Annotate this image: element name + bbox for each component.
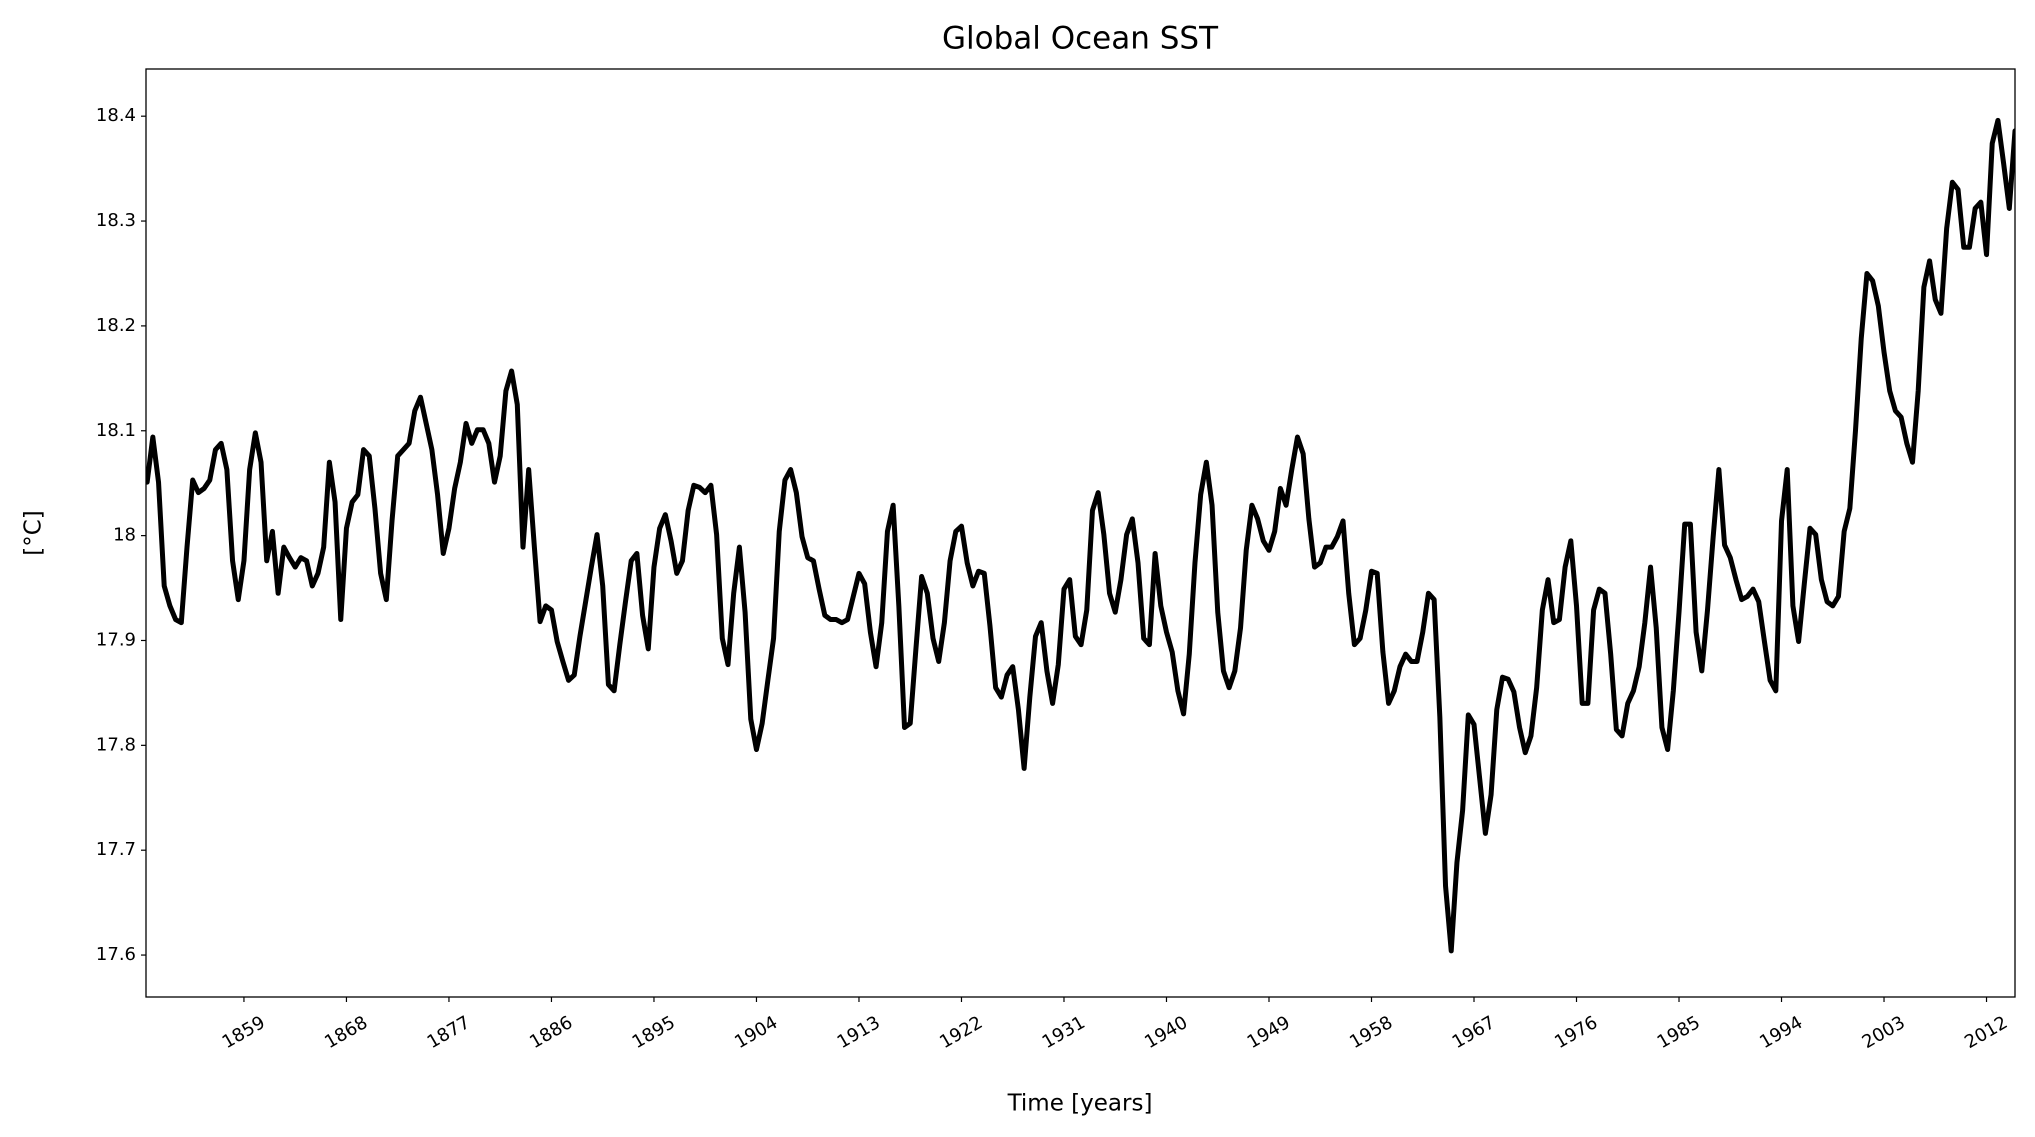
chart-title: Global Ocean SST [942,21,1219,57]
x-tick-label: 1994 [1756,1012,1806,1053]
data-line [146,117,2015,954]
y-tick-label: 18.1 [96,420,136,441]
plot-frame [145,68,2016,998]
x-tick-label: 1940 [1141,1012,1191,1053]
x-tick-label: 2012 [1961,1012,2011,1053]
x-tick-label: 1877 [424,1012,474,1053]
x-tick-label: 1904 [731,1012,781,1053]
x-tick-label: 1913 [834,1012,884,1053]
x-tick-label: 1922 [936,1012,986,1053]
x-tick-label: 1895 [629,1012,679,1053]
x-tick-label: 1967 [1449,1012,1499,1053]
x-tick-label: 1886 [526,1012,576,1053]
y-tick-label: 17.7 [96,839,136,860]
x-tick-label: 1931 [1039,1012,1089,1053]
y-tick-label: 18.4 [96,105,136,126]
x-tick-label: 1976 [1551,1012,1601,1053]
x-tick-label: 1868 [321,1012,371,1053]
y-tick-label: 17.8 [96,734,136,755]
y-tick-label: 18.2 [96,315,136,336]
x-tick-label: 1859 [219,1012,269,1053]
x-tick-label: 2003 [1859,1012,1909,1053]
x-tick-label: 1949 [1244,1012,1294,1053]
y-axis-label: [°C] [21,510,47,556]
x-axis-label: Time [years] [1007,1091,1153,1117]
y-tick-label: 17.6 [96,944,136,965]
x-tick-label: 1958 [1346,1012,1396,1053]
y-tick-label: 17.9 [96,629,136,650]
y-tick-label: 18 [113,525,136,546]
x-tick-label: 1985 [1654,1012,1704,1053]
y-tick-label: 18.3 [96,210,136,231]
